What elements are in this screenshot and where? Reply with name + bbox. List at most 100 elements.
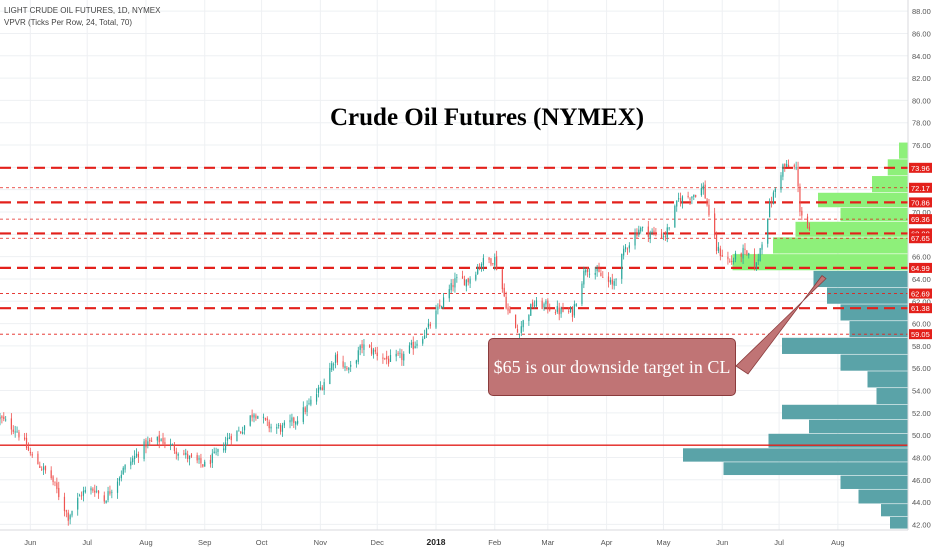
candle-body bbox=[676, 200, 678, 207]
candle-body bbox=[611, 279, 613, 285]
level-label-box bbox=[909, 197, 932, 208]
candle-body bbox=[355, 360, 357, 364]
y-tick-label: 60.00 bbox=[912, 320, 931, 329]
candle-body bbox=[518, 333, 520, 335]
candle-body bbox=[801, 210, 803, 216]
candle-body bbox=[96, 490, 98, 492]
candle-body bbox=[666, 227, 668, 238]
volume-profile-row bbox=[827, 287, 908, 304]
candle-body bbox=[704, 184, 706, 199]
candle-body bbox=[278, 425, 280, 427]
candle-body bbox=[3, 416, 5, 420]
candle-body bbox=[638, 229, 640, 235]
candle-body bbox=[363, 344, 365, 350]
candle-body bbox=[44, 465, 47, 471]
candle-body bbox=[769, 202, 771, 218]
candle-body bbox=[607, 276, 610, 282]
candle-body bbox=[757, 259, 759, 261]
candle-body bbox=[242, 431, 244, 434]
candle-body bbox=[319, 387, 321, 390]
candle-body bbox=[786, 163, 788, 167]
candle-body bbox=[642, 226, 644, 228]
candle-body bbox=[787, 164, 790, 168]
candle-body bbox=[65, 510, 67, 512]
candle-body bbox=[283, 422, 285, 426]
y-tick-label: 66.00 bbox=[912, 253, 931, 262]
candle-body bbox=[334, 355, 337, 363]
candle-body bbox=[759, 248, 761, 262]
indicator-info[interactable]: VPVR (Ticks Per Row, 24, Total, 70) bbox=[4, 18, 133, 27]
candle-body bbox=[649, 232, 651, 238]
candle-body bbox=[187, 454, 189, 459]
candle-body bbox=[185, 452, 187, 455]
x-tick-label: Dec bbox=[371, 538, 385, 547]
candle-body bbox=[190, 454, 193, 457]
candle-body bbox=[742, 247, 744, 259]
candle-body bbox=[94, 490, 96, 493]
candlestick-series bbox=[0, 159, 811, 526]
candle-body bbox=[71, 510, 73, 516]
candle-body bbox=[463, 278, 466, 286]
candle-body bbox=[397, 353, 399, 355]
volume-profile-row bbox=[840, 207, 908, 222]
candle-body bbox=[124, 464, 126, 470]
candle-body bbox=[714, 213, 716, 236]
candle-body bbox=[681, 196, 684, 204]
candle-body bbox=[69, 515, 71, 520]
candle-body bbox=[171, 444, 174, 446]
candle-body bbox=[58, 487, 60, 498]
candle-body bbox=[164, 442, 166, 444]
candle-body bbox=[92, 488, 94, 491]
candle-body bbox=[427, 323, 430, 328]
time-axis[interactable]: Jun Jul Aug Sep Oct Nov Dec 2018 Feb Mar Apr May Jun… bbox=[0, 529, 908, 547]
candle-body bbox=[18, 432, 20, 438]
chart-title: Crude Oil Futures (NYMEX) bbox=[330, 104, 645, 131]
candle-body bbox=[799, 186, 801, 212]
candle-body bbox=[558, 307, 560, 315]
volume-profile-row bbox=[840, 354, 908, 371]
candle-body bbox=[336, 354, 339, 363]
candle-body bbox=[143, 441, 145, 460]
candle-body bbox=[422, 338, 424, 344]
candle-body bbox=[678, 198, 680, 200]
candle-body bbox=[695, 195, 697, 197]
candle-body bbox=[746, 250, 748, 255]
candle-body bbox=[795, 167, 797, 169]
candle-body bbox=[456, 277, 458, 279]
candle-body bbox=[302, 407, 304, 422]
candle-body bbox=[416, 343, 418, 346]
candle-body bbox=[797, 166, 799, 187]
y-tick-label: 80.00 bbox=[912, 96, 931, 105]
candle-body bbox=[560, 308, 562, 314]
candle-body bbox=[137, 454, 139, 458]
candle-body bbox=[310, 399, 312, 405]
candle-body bbox=[223, 448, 225, 451]
candle-body bbox=[331, 363, 333, 370]
candle-body bbox=[496, 256, 498, 270]
candle-body bbox=[198, 458, 200, 460]
candle-body bbox=[344, 366, 346, 369]
y-tick-label: 50.00 bbox=[912, 431, 931, 440]
candle-body bbox=[132, 458, 134, 463]
candle-body bbox=[734, 253, 737, 260]
candle-body bbox=[200, 458, 202, 464]
candle-body bbox=[82, 490, 85, 496]
candle-body bbox=[744, 248, 746, 250]
candle-body bbox=[494, 257, 496, 266]
y-tick-label: 84.00 bbox=[912, 52, 931, 61]
candle-body bbox=[679, 198, 682, 203]
candle-body bbox=[770, 202, 773, 204]
candle-body bbox=[170, 443, 172, 446]
callout-arrow-shape bbox=[735, 275, 827, 375]
candle-body bbox=[408, 345, 411, 353]
candle-body bbox=[554, 312, 557, 313]
candle-body bbox=[243, 425, 246, 431]
candle-body bbox=[293, 417, 295, 423]
volume-profile-row bbox=[795, 221, 908, 237]
candle-body bbox=[530, 303, 532, 316]
candle-body bbox=[727, 256, 729, 260]
level-label: 67.65 bbox=[911, 234, 930, 243]
candle-body bbox=[689, 198, 691, 200]
candle-body bbox=[213, 451, 215, 453]
